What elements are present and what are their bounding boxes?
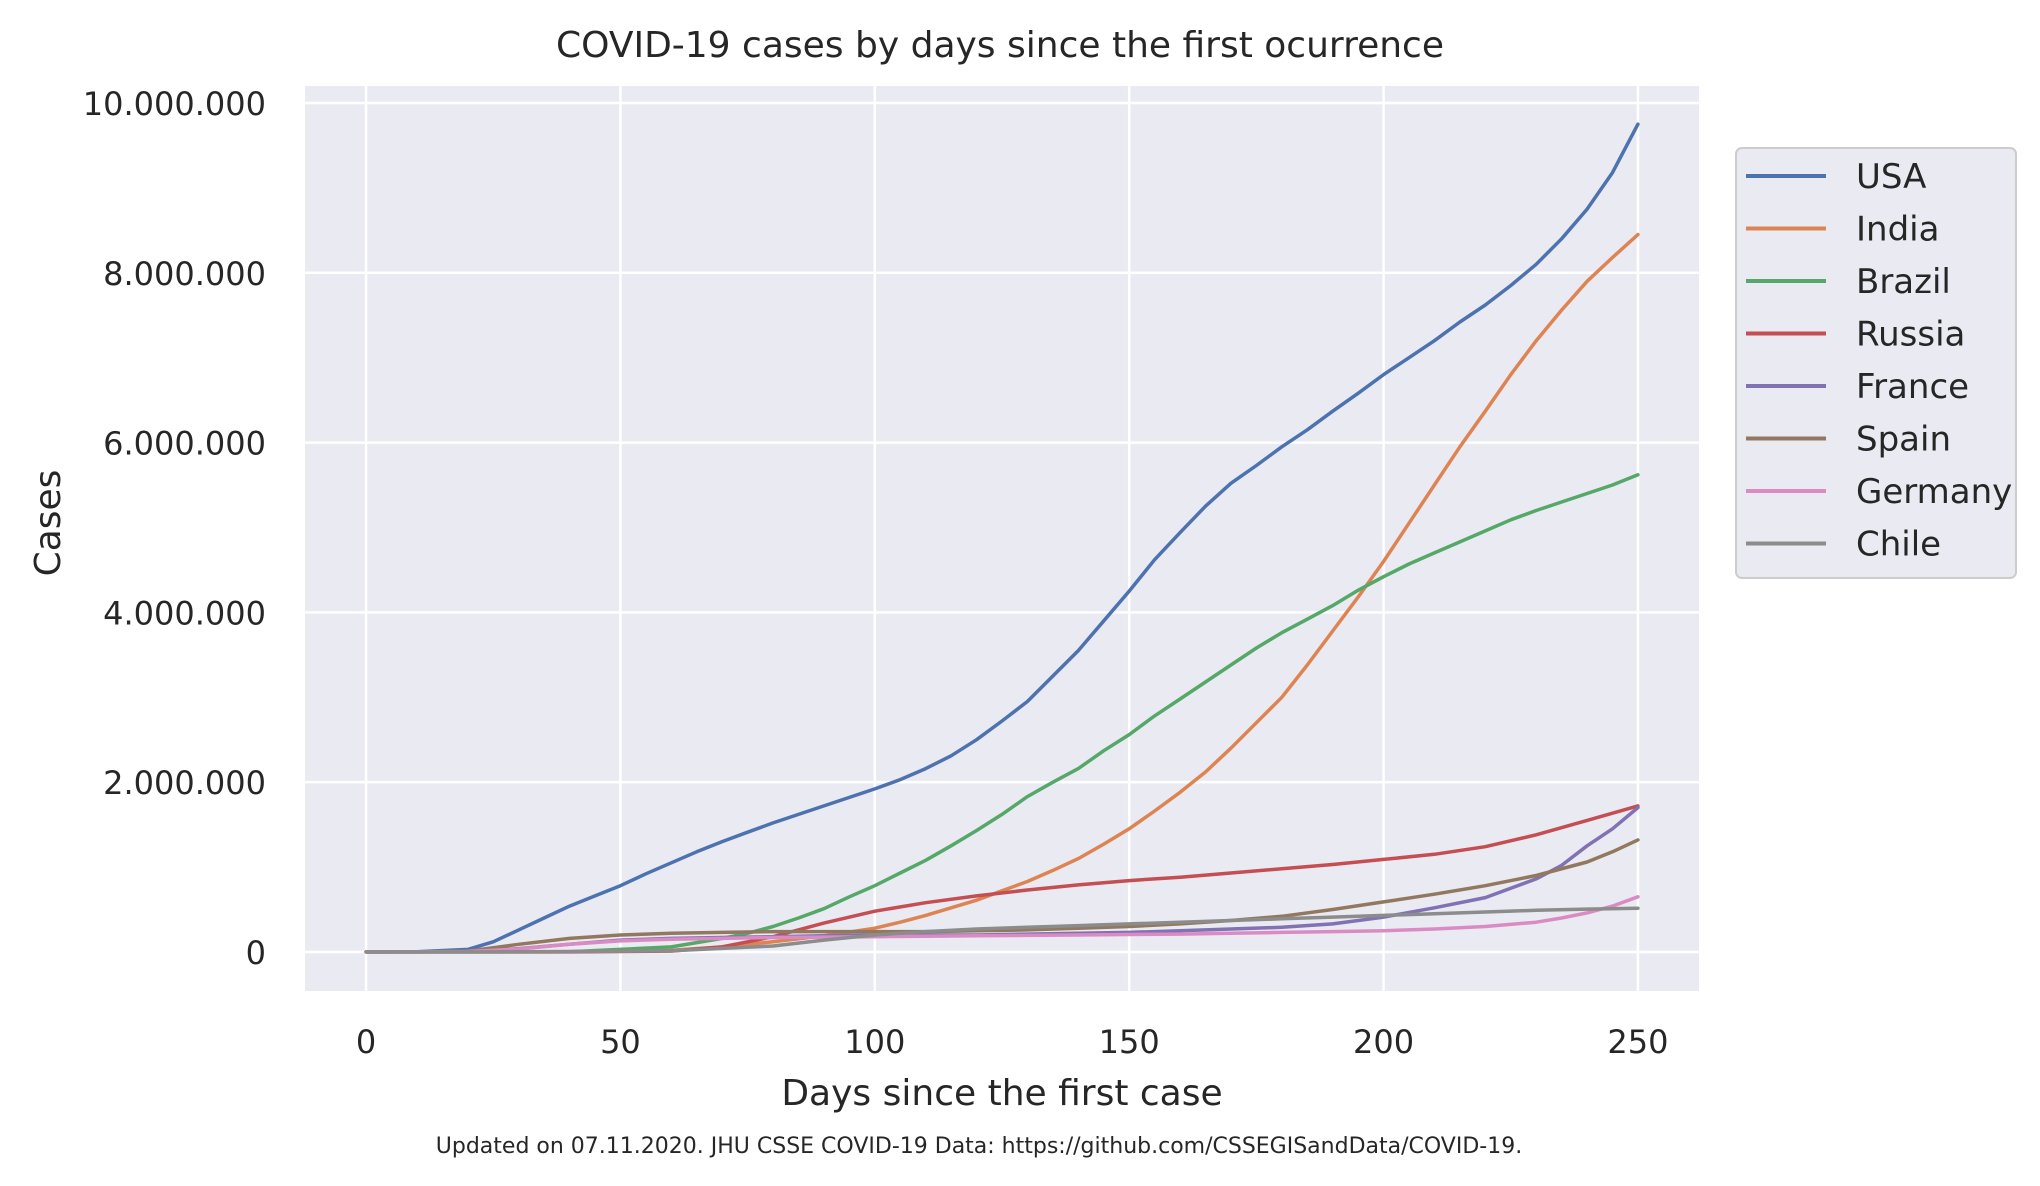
y-tick-label: 10.000.000 <box>83 85 266 123</box>
y-tick-label: 8.000.000 <box>103 255 266 293</box>
y-tick-label: 4.000.000 <box>103 594 266 632</box>
series-line-usa <box>364 122 1640 954</box>
x-tick-labels: 0 50 100 150 200 250 <box>356 1023 1669 1061</box>
legend-label-russia: Russia <box>1856 315 1965 355</box>
series-line-chile <box>364 906 1640 954</box>
legend-label-usa: USA <box>1856 157 1926 197</box>
x-tick-label: 0 <box>356 1023 376 1061</box>
x-tick-label: 50 <box>600 1023 641 1061</box>
series-line-brazil <box>364 473 1640 954</box>
chart-title: COVID-19 cases by days since the first o… <box>556 25 1444 66</box>
series-lines <box>364 122 1640 954</box>
legend-label-spain: Spain <box>1856 420 1951 460</box>
y-tick-label: 0 <box>246 934 266 972</box>
footnote: Updated on 07.11.2020. JHU CSSE COVID-19… <box>436 1134 1522 1159</box>
x-axis-title: Days since the first case <box>781 1073 1222 1114</box>
y-tick-label: 2.000.000 <box>103 764 266 802</box>
y-tick-label: 6.000.000 <box>103 425 266 463</box>
x-tick-label: 100 <box>844 1023 905 1061</box>
plot-area <box>305 86 1699 991</box>
series-line-spain <box>364 838 1640 954</box>
legend-box <box>1735 147 2017 579</box>
legend-label-brazil: Brazil <box>1856 262 1951 302</box>
x-tick-label: 250 <box>1607 1023 1668 1061</box>
legend-label-chile: Chile <box>1856 525 1941 565</box>
x-tick-label: 200 <box>1353 1023 1414 1061</box>
y-axis-title: Cases <box>28 470 69 577</box>
series-line-germany <box>364 895 1640 954</box>
legend-label-india: India <box>1856 210 1939 250</box>
y-tick-labels: 0 2.000.000 4.000.000 6.000.000 8.000.000 10.… <box>83 85 266 972</box>
legend-label-germany: Germany <box>1856 472 2012 512</box>
x-tick-label: 150 <box>1099 1023 1160 1061</box>
legend: USA India Brazil Russia France Spain Germany Ch… <box>1735 147 2017 579</box>
legend-label-france: France <box>1856 367 1969 407</box>
